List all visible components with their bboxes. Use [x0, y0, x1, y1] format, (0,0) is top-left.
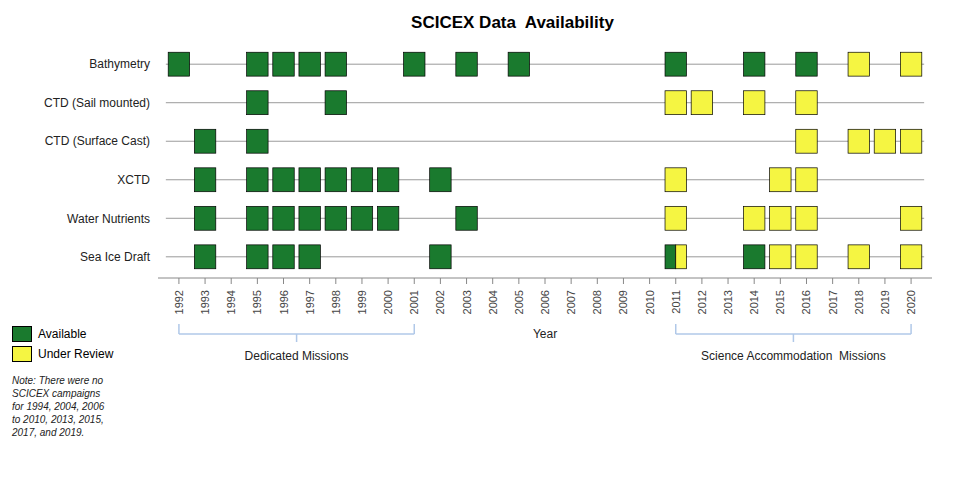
svg-text:1997: 1997: [304, 290, 316, 314]
svg-text:CTD (Sail mounted): CTD (Sail mounted): [44, 96, 150, 110]
svg-text:2016: 2016: [800, 290, 812, 314]
svg-text:2012: 2012: [696, 290, 708, 314]
svg-text:2005: 2005: [513, 290, 525, 314]
svg-text:2001: 2001: [408, 290, 420, 314]
svg-text:2000: 2000: [382, 290, 394, 314]
svg-text:XCTD: XCTD: [117, 173, 150, 187]
html-text:Under Review: Under Review: [38, 347, 114, 361]
svg-text:Sea Ice Draft: Sea Ice Draft: [80, 250, 151, 264]
svg-text:2008: 2008: [591, 290, 603, 314]
svg-text:1996: 1996: [278, 290, 290, 314]
svg-text:2014: 2014: [748, 290, 760, 314]
svg-text:Bathymetry: Bathymetry: [89, 57, 150, 71]
svg-text:1993: 1993: [199, 290, 211, 314]
html-text:Available: Available: [38, 327, 87, 341]
svg-text:Year: Year: [533, 327, 557, 341]
svg-text:2013: 2013: [722, 290, 734, 314]
svg-text:2007: 2007: [565, 290, 577, 314]
svg-text:2010: 2010: [644, 290, 656, 314]
svg-text:CTD (Surface Cast): CTD (Surface Cast): [45, 134, 150, 148]
svg-text:Science Accommodation Mission: Science Accommodation Missions: [701, 349, 886, 363]
svg-text:2019: 2019: [879, 290, 891, 314]
svg-text:1994: 1994: [225, 290, 237, 314]
svg-text:2002: 2002: [434, 290, 446, 314]
html-text:Note: There were no SCICEX cam: Note: There were no SCICEX campaigns for…: [12, 375, 105, 438]
svg-text:1995: 1995: [251, 290, 263, 314]
svg-text:1992: 1992: [173, 290, 185, 314]
svg-text:Water Nutrients: Water Nutrients: [67, 212, 150, 226]
svg-text:2003: 2003: [461, 290, 473, 314]
svg-text:2004: 2004: [487, 290, 499, 314]
svg-text:2006: 2006: [539, 290, 551, 314]
svg-text:2018: 2018: [853, 290, 865, 314]
html-text:SCICEX Data Availability: SCICEX Data Availability: [411, 13, 614, 32]
svg-text:2017: 2017: [827, 290, 839, 314]
svg-text:2015: 2015: [774, 290, 786, 314]
svg-text:1998: 1998: [330, 290, 342, 314]
svg-text:Dedicated Missions: Dedicated Missions: [245, 349, 349, 363]
svg-text:2009: 2009: [617, 290, 629, 314]
svg-text:1999: 1999: [356, 290, 368, 314]
svg-text:2020: 2020: [905, 290, 917, 314]
svg-text:2011: 2011: [670, 290, 682, 314]
